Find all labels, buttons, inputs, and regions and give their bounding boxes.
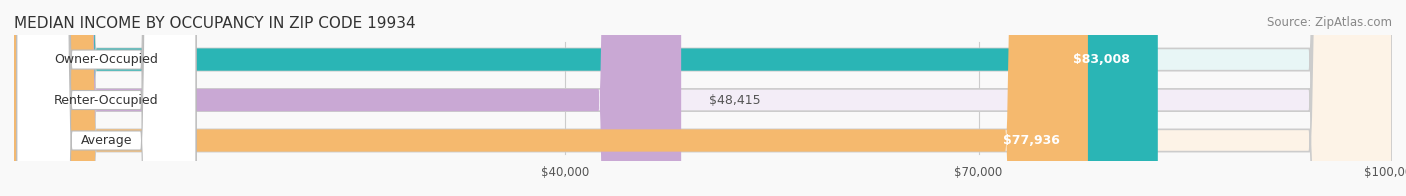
- Text: Renter-Occupied: Renter-Occupied: [53, 93, 159, 106]
- FancyBboxPatch shape: [14, 0, 1392, 196]
- FancyBboxPatch shape: [17, 0, 195, 196]
- FancyBboxPatch shape: [14, 0, 681, 196]
- FancyBboxPatch shape: [17, 0, 195, 196]
- FancyBboxPatch shape: [14, 0, 1392, 196]
- Text: $48,415: $48,415: [709, 93, 761, 106]
- Text: $83,008: $83,008: [1073, 53, 1130, 66]
- FancyBboxPatch shape: [14, 0, 1392, 196]
- FancyBboxPatch shape: [17, 0, 195, 196]
- Text: Average: Average: [80, 134, 132, 147]
- FancyBboxPatch shape: [14, 0, 1088, 196]
- Text: Source: ZipAtlas.com: Source: ZipAtlas.com: [1267, 16, 1392, 29]
- Text: MEDIAN INCOME BY OCCUPANCY IN ZIP CODE 19934: MEDIAN INCOME BY OCCUPANCY IN ZIP CODE 1…: [14, 16, 416, 31]
- Text: $77,936: $77,936: [1004, 134, 1060, 147]
- FancyBboxPatch shape: [14, 0, 1157, 196]
- Text: Owner-Occupied: Owner-Occupied: [55, 53, 159, 66]
